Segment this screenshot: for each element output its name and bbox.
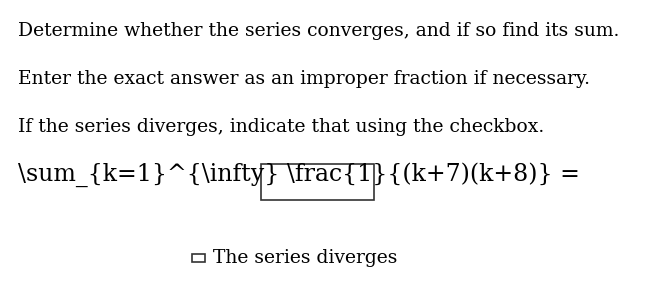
Text: \sum_{k=1}^{\infty} \frac{1}{(k+7)(k+8)} =: \sum_{k=1}^{\infty} \frac{1}{(k+7)(k+8)}… <box>19 162 580 187</box>
Text: The series diverges: The series diverges <box>213 249 397 267</box>
FancyBboxPatch shape <box>261 165 375 200</box>
Text: Enter the exact answer as an improper fraction if necessary.: Enter the exact answer as an improper fr… <box>19 70 590 88</box>
Text: Determine whether the series converges, and if so find its sum.: Determine whether the series converges, … <box>19 22 620 40</box>
Text: If the series diverges, indicate that using the checkbox.: If the series diverges, indicate that us… <box>19 118 545 136</box>
FancyBboxPatch shape <box>192 254 205 262</box>
